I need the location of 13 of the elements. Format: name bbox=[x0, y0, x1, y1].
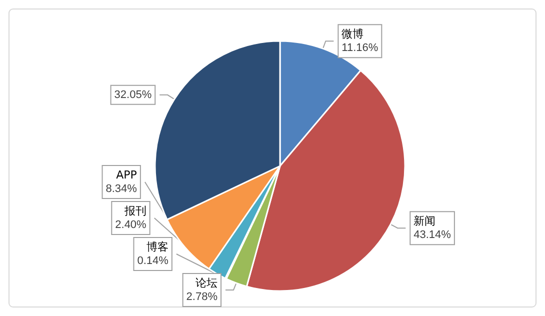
slice-label: 新闻 bbox=[414, 214, 436, 228]
data-label: 2.40% bbox=[115, 219, 147, 231]
data-label: 8.34% bbox=[106, 183, 138, 195]
slice-label: 论坛 bbox=[196, 276, 218, 290]
slice-label: APP bbox=[116, 168, 138, 182]
data-label: 32.05% bbox=[114, 88, 152, 101]
slice-label: 博客 bbox=[146, 240, 168, 254]
data-label: 11.16% bbox=[342, 42, 378, 54]
data-label: 43.14% bbox=[414, 229, 452, 242]
slice-label: 报刊 bbox=[123, 204, 146, 218]
data-label: 0.14% bbox=[137, 255, 169, 267]
slice-label: 微博 bbox=[342, 28, 364, 41]
data-label: 2.78% bbox=[186, 291, 218, 303]
